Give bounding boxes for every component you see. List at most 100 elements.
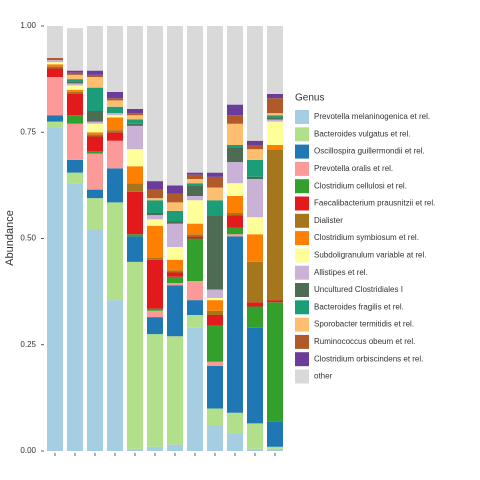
legend-swatch bbox=[295, 265, 309, 280]
bar-segment bbox=[207, 187, 223, 201]
bar-segment bbox=[147, 257, 163, 260]
bar-segment bbox=[227, 434, 243, 451]
bar-segment bbox=[87, 74, 103, 77]
y-tick-label: 0.25 bbox=[20, 340, 36, 349]
bar-segment bbox=[47, 128, 63, 451]
bar-segment bbox=[147, 225, 163, 258]
bar-segment bbox=[207, 26, 223, 173]
bar-segment bbox=[247, 140, 263, 145]
bar-segment bbox=[267, 145, 283, 150]
bar-segment bbox=[167, 210, 183, 222]
bar-segment bbox=[67, 72, 83, 75]
bar-segment bbox=[207, 215, 223, 290]
bar-segment bbox=[267, 115, 283, 118]
bar-segment bbox=[207, 315, 223, 326]
bar-segment bbox=[227, 234, 243, 237]
bar-segment bbox=[67, 159, 83, 173]
legend-label: Oscillospira guillermondii et rel. bbox=[314, 147, 425, 156]
legend-swatch bbox=[295, 248, 309, 263]
bar-segment bbox=[247, 448, 263, 451]
bar-segment bbox=[147, 308, 163, 311]
bar-segment bbox=[127, 166, 143, 184]
bar-segment bbox=[127, 261, 143, 449]
bar-segment bbox=[187, 185, 203, 196]
bar-segment bbox=[67, 115, 83, 124]
bar-segment bbox=[227, 227, 243, 235]
legend-label: Dialister bbox=[314, 216, 343, 225]
bar-segment bbox=[167, 202, 183, 211]
bar-segment bbox=[247, 26, 263, 141]
bar-segment bbox=[227, 147, 243, 162]
bar-segment bbox=[167, 285, 183, 337]
legend-swatch bbox=[295, 317, 309, 332]
bar-segment bbox=[247, 217, 263, 235]
bar-segment bbox=[207, 325, 223, 362]
bar-segment bbox=[47, 64, 63, 67]
legend-title: Genus bbox=[295, 93, 324, 104]
bar-segment bbox=[87, 123, 103, 133]
legend-swatch bbox=[295, 300, 309, 315]
bar-segment bbox=[247, 234, 263, 262]
bar-segment bbox=[267, 26, 283, 94]
bar-segment bbox=[167, 259, 183, 271]
bar-segment bbox=[147, 317, 163, 335]
bar-segment bbox=[207, 361, 223, 366]
bar-segment bbox=[87, 77, 103, 88]
bar-segment bbox=[247, 261, 263, 303]
bar-segment bbox=[187, 327, 203, 451]
bar-segment bbox=[247, 176, 263, 179]
bar-segment bbox=[107, 100, 123, 107]
bar-segment bbox=[87, 26, 103, 71]
bar-segment bbox=[87, 70, 103, 75]
bar-segment bbox=[47, 26, 63, 58]
bar-segment bbox=[67, 91, 83, 94]
bar-segment bbox=[247, 149, 263, 160]
bar-segment bbox=[207, 200, 223, 216]
legend-swatch bbox=[295, 352, 309, 367]
legend-label: Subdoligranulum variable at rel. bbox=[314, 251, 427, 260]
bar-segment bbox=[67, 70, 83, 73]
bar-segment bbox=[127, 236, 143, 262]
bar-segment bbox=[227, 145, 243, 148]
bar-segment bbox=[127, 191, 143, 235]
bar-segment bbox=[167, 26, 183, 186]
bar-segment bbox=[47, 66, 63, 69]
bar-segment bbox=[227, 162, 243, 184]
bar-segment bbox=[87, 198, 103, 230]
bar-segment bbox=[267, 448, 283, 451]
bar-segment bbox=[187, 236, 203, 239]
legend-swatch bbox=[295, 334, 309, 349]
bar-segment bbox=[227, 115, 243, 124]
bar-segment bbox=[167, 193, 183, 203]
bar-segment bbox=[127, 448, 143, 451]
legend-label: Faecalibacterium prausnitzii et rel. bbox=[314, 199, 435, 208]
bar-segment bbox=[267, 302, 283, 422]
legend-swatch bbox=[295, 110, 309, 124]
bar-segment bbox=[187, 234, 203, 237]
y-tick-label: 0.75 bbox=[20, 127, 36, 136]
bar-segment bbox=[127, 119, 143, 124]
bar-segment bbox=[187, 315, 203, 328]
bar-segment bbox=[247, 327, 263, 424]
bar-segment bbox=[167, 272, 183, 277]
bar-segment bbox=[167, 444, 183, 451]
bar-segment bbox=[67, 172, 83, 184]
bar-segment bbox=[167, 185, 183, 194]
bar-segment bbox=[107, 113, 123, 116]
bar-segment bbox=[247, 159, 263, 177]
legend-swatch bbox=[295, 144, 309, 159]
bar-segment bbox=[167, 336, 183, 445]
bar-segment bbox=[267, 117, 283, 120]
bar-segment bbox=[127, 113, 143, 116]
bar-segment bbox=[227, 412, 243, 434]
bar-segment bbox=[107, 115, 123, 118]
bar-segment bbox=[167, 270, 183, 273]
legend-label: Clostridium orbiscindens et rel. bbox=[314, 354, 423, 363]
bar-segment bbox=[187, 238, 203, 281]
bar-segment bbox=[187, 174, 203, 179]
bar-segment bbox=[167, 247, 183, 260]
bar-segment bbox=[267, 446, 283, 449]
bar-segment bbox=[47, 60, 63, 63]
legend-swatch bbox=[295, 161, 309, 176]
legend-swatch bbox=[295, 283, 309, 297]
